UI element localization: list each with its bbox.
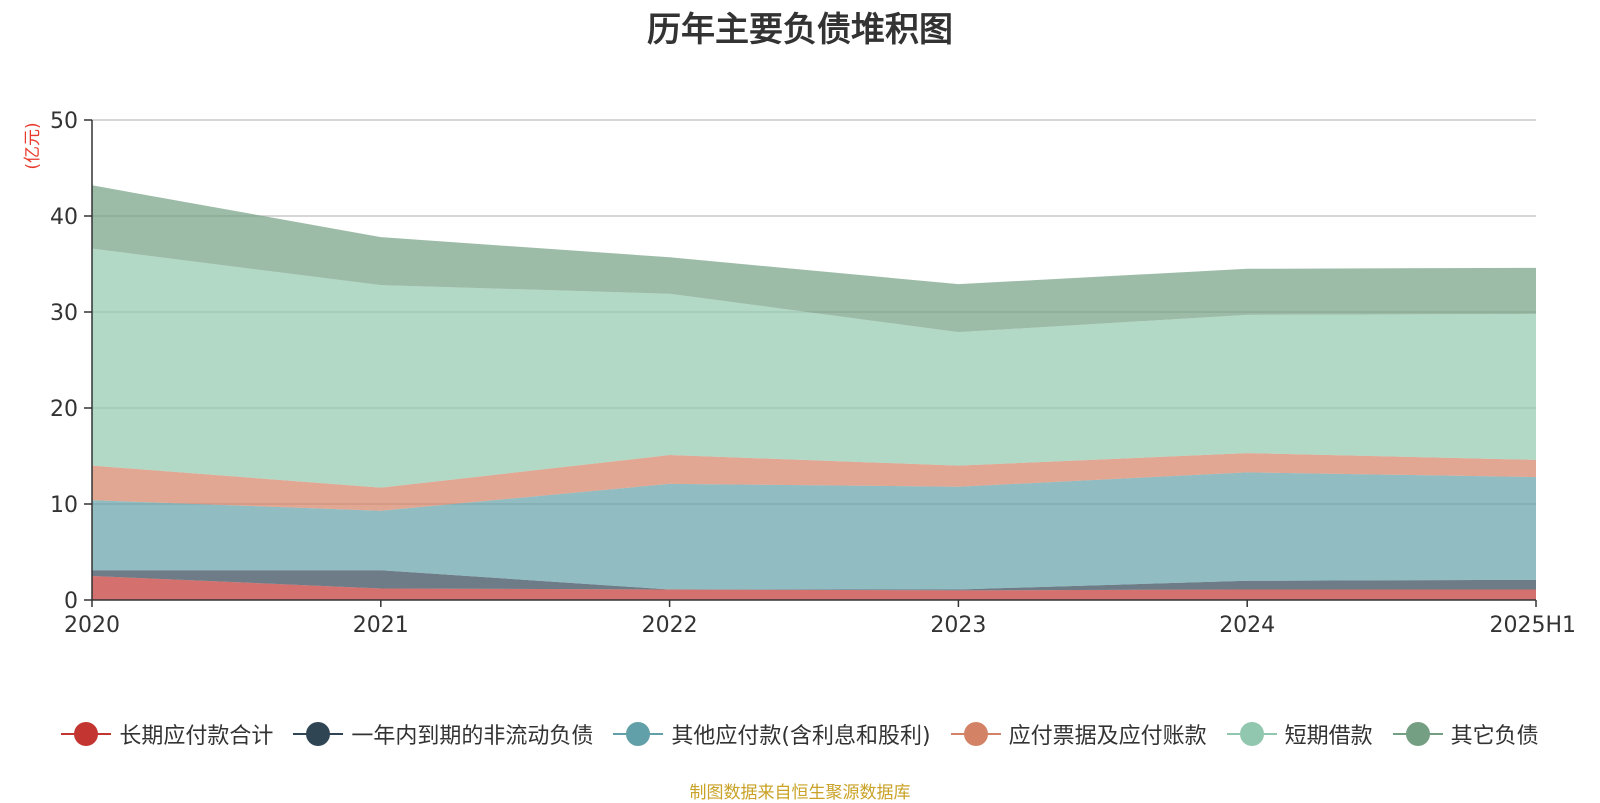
area-series-5 (92, 248, 1536, 488)
legend-marker-icon (613, 722, 664, 746)
area-series-3 (92, 472, 1536, 590)
legend-marker-icon (1226, 722, 1277, 746)
legend-item[interactable]: 长期应付款合计 (61, 718, 273, 750)
area-series-2 (92, 570, 1536, 591)
y-tick-label: 10 (50, 493, 78, 518)
y-tick-label: 40 (50, 205, 78, 230)
legend-dot (626, 722, 651, 746)
legend-label: 其他应付款(含利息和股利) (671, 724, 931, 749)
legend-item[interactable]: 短期借款 (1226, 718, 1373, 750)
x-tick-label: 2022 (642, 613, 698, 638)
legend: 长期应付款合计 一年内到期的非流动负债 其他应付款(含利息和股利) 应付票据及应付账款… (0, 718, 1600, 750)
legend-label: 一年内到期的非流动负债 (351, 724, 594, 749)
x-tick-label: 2021 (353, 613, 409, 638)
y-tick-label: 20 (50, 397, 78, 422)
legend-item[interactable]: 其它负债 (1392, 718, 1539, 750)
x-tick-label: 2020 (64, 613, 120, 638)
x-tick-label: 2025H1 (1489, 613, 1576, 638)
legend-label: 应付票据及应付账款 (1008, 724, 1207, 749)
area-series-6 (92, 185, 1536, 333)
legend-dot (1239, 722, 1264, 746)
source-note: 制图数据来自恒生聚源数据库 (689, 783, 911, 803)
y-tick-label: 0 (64, 589, 78, 614)
legend-dot (74, 722, 99, 746)
legend-label: 其它负债 (1450, 724, 1539, 749)
legend-item[interactable]: 应付票据及应付账款 (950, 718, 1207, 750)
legend-label: 短期借款 (1284, 724, 1373, 749)
y-unit-label: (亿元) (23, 122, 43, 169)
legend-marker-icon (1392, 722, 1443, 746)
chart-title: 历年主要负债堆积图 (647, 10, 953, 50)
area-series-1 (92, 576, 1536, 600)
legend-label: 长期应付款合计 (119, 724, 274, 749)
legend-dot (1405, 722, 1430, 746)
y-tick-label: 30 (50, 301, 78, 326)
legend-dot (306, 722, 331, 746)
x-tick-label: 2023 (930, 613, 986, 638)
area-series-4 (92, 453, 1536, 511)
y-tick-label: 50 (50, 109, 78, 134)
legend-item[interactable]: 一年内到期的非流动负债 (293, 718, 593, 750)
legend-marker-icon (950, 722, 1001, 746)
legend-item[interactable]: 其他应付款(含利息和股利) (613, 718, 931, 750)
x-tick-label: 2024 (1219, 613, 1275, 638)
legend-marker-icon (293, 722, 344, 746)
legend-dot (963, 722, 988, 746)
legend-marker-icon (61, 722, 112, 746)
